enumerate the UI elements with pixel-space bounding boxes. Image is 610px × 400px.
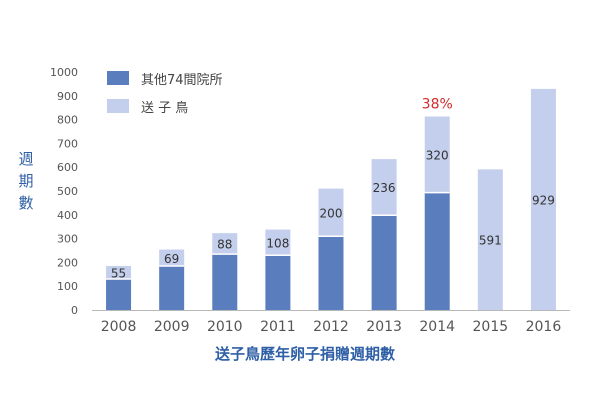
data-label: 236 <box>373 181 396 195</box>
legend-label-others: 其他74間院所 <box>141 72 223 88</box>
bar-stork-2012 <box>318 188 344 237</box>
x-tick-label: 2016 <box>526 319 562 335</box>
y-tick-label: 800 <box>57 114 78 127</box>
bar-stork-2015 <box>477 169 503 310</box>
y-tick-label: 100 <box>57 280 78 293</box>
y-tick-label: 700 <box>57 137 78 150</box>
y-tick-label: 900 <box>57 90 78 103</box>
y-tick-label: 500 <box>57 185 78 198</box>
y-tick-label: 400 <box>57 209 78 222</box>
bar-stork-2009 <box>159 249 185 266</box>
bar-others-2011 <box>265 255 291 310</box>
data-label: 591 <box>479 234 502 248</box>
legend-item-others: 其他74間院所 <box>107 68 223 88</box>
y-tick-label: 300 <box>57 233 78 246</box>
x-axis-title: 送子鳥歷年卵子捐贈週期數 <box>214 345 395 363</box>
x-tick-label: 2011 <box>260 319 296 335</box>
bar-others-2008 <box>106 279 132 310</box>
bar-others-2014 <box>424 192 450 310</box>
x-tick-label: 2012 <box>313 319 349 335</box>
data-label: 55 <box>111 267 126 281</box>
legend-swatch-others <box>107 71 129 85</box>
x-tick-label: 2008 <box>101 319 137 335</box>
bar-stork-2008 <box>106 265 132 280</box>
y-axis-title: 週 期 數 <box>14 148 38 214</box>
y-axis-title-char: 數 <box>18 194 34 212</box>
data-label: 108 <box>266 236 289 250</box>
bar-others-2012 <box>318 236 344 310</box>
bar-others-2010 <box>212 254 238 310</box>
y-tick-label: 0 <box>71 304 78 317</box>
x-tick-label: 2009 <box>154 319 190 335</box>
x-tick-label: 2010 <box>207 319 243 335</box>
y-tick-label: 200 <box>57 256 78 269</box>
data-label: 88 <box>217 238 232 252</box>
bar-stork-2014 <box>424 116 450 193</box>
bar-stork-2016 <box>530 88 556 310</box>
y-axis-title-char: 週 <box>18 150 34 168</box>
bar-others-2013 <box>371 215 397 310</box>
bar-stork-2010 <box>212 233 238 255</box>
bar-stork-2011 <box>265 229 291 256</box>
legend: 其他74間院所 送 子 鳥 <box>107 68 223 124</box>
bar-stork-2013 <box>371 159 397 216</box>
y-tick-label: 600 <box>57 161 78 174</box>
legend-label-stork: 送 子 鳥 <box>141 100 189 116</box>
bar-others-2009 <box>159 265 185 310</box>
data-label: 69 <box>164 252 179 266</box>
data-label: 320 <box>426 149 449 163</box>
x-tick-label: 2014 <box>419 319 455 335</box>
legend-swatch-stork <box>107 99 129 113</box>
x-tick-label: 2015 <box>473 319 509 335</box>
y-tick-label: 1000 <box>50 66 78 79</box>
y-axis-title-char: 期 <box>18 172 34 190</box>
data-label: 200 <box>320 206 343 220</box>
x-tick-label: 2013 <box>366 319 402 335</box>
legend-item-stork: 送 子 鳥 <box>107 96 223 116</box>
growth-annotation: 38% <box>422 97 453 113</box>
data-label: 929 <box>532 193 555 207</box>
